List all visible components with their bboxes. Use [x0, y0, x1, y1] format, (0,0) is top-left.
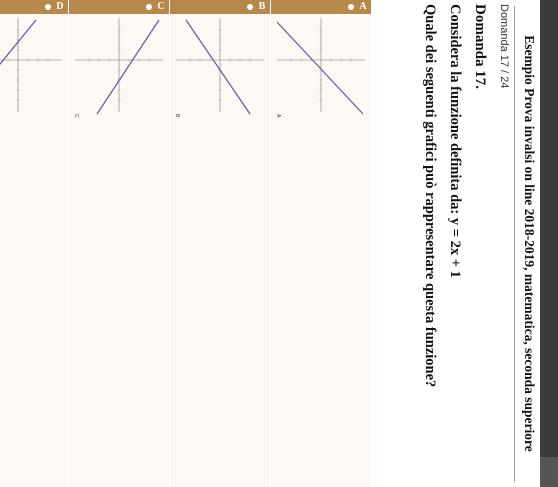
option-a-axes — [277, 18, 365, 112]
option-b-ticks — [189, 29, 251, 101]
option-c-axes — [75, 18, 163, 112]
option-b-line — [185, 19, 251, 115]
option-d-graph: D — [0, 14, 66, 124]
option-a-line — [276, 21, 364, 115]
browser-strip-shade — [540, 457, 558, 487]
option-b[interactable]: B B — [170, 0, 270, 487]
option-c-letter: C — [157, 1, 165, 12]
option-a-caption: A — [275, 114, 281, 118]
option-b-letter: B — [258, 1, 266, 12]
option-d-radio[interactable] — [45, 4, 51, 10]
option-b-caption: B — [174, 114, 180, 118]
option-c-radio[interactable] — [146, 4, 152, 10]
option-d-axes — [0, 18, 62, 112]
option-d-letter: D — [56, 1, 64, 12]
option-a-radio[interactable] — [348, 4, 354, 10]
option-b-header[interactable]: B — [170, 0, 270, 14]
option-c-graph: C — [71, 14, 167, 124]
page-title: Esempio Prova invalsi on line 2018-2019,… — [522, 35, 537, 452]
option-c-caption: C — [73, 114, 79, 118]
option-c-header[interactable]: C — [69, 0, 169, 14]
question-prompt: Quale dei seguenti grafici può rappresen… — [422, 4, 438, 388]
option-a-graph: A — [273, 14, 369, 124]
option-a[interactable]: A A — [271, 0, 371, 487]
option-d[interactable]: D D — [0, 0, 68, 487]
option-c-ticks — [88, 29, 150, 101]
browser-strip — [540, 0, 558, 487]
option-d-header[interactable]: D — [0, 0, 68, 14]
option-b-radio[interactable] — [247, 4, 253, 10]
option-c-line — [96, 19, 160, 115]
question-text: Considera la funzione definita da: y = 2… — [447, 4, 463, 278]
option-a-letter: A — [359, 1, 367, 12]
question-counter: Domanda 17 / 24 — [498, 4, 510, 89]
option-b-graph: B — [172, 14, 268, 124]
question-number: Domanda 17. — [472, 4, 488, 90]
title-divider — [514, 6, 515, 482]
option-c[interactable]: C C — [69, 0, 169, 487]
option-b-axes — [176, 18, 264, 112]
option-d-line — [0, 19, 37, 97]
option-d-ticks — [7, 29, 49, 101]
option-a-header[interactable]: A — [271, 0, 371, 14]
